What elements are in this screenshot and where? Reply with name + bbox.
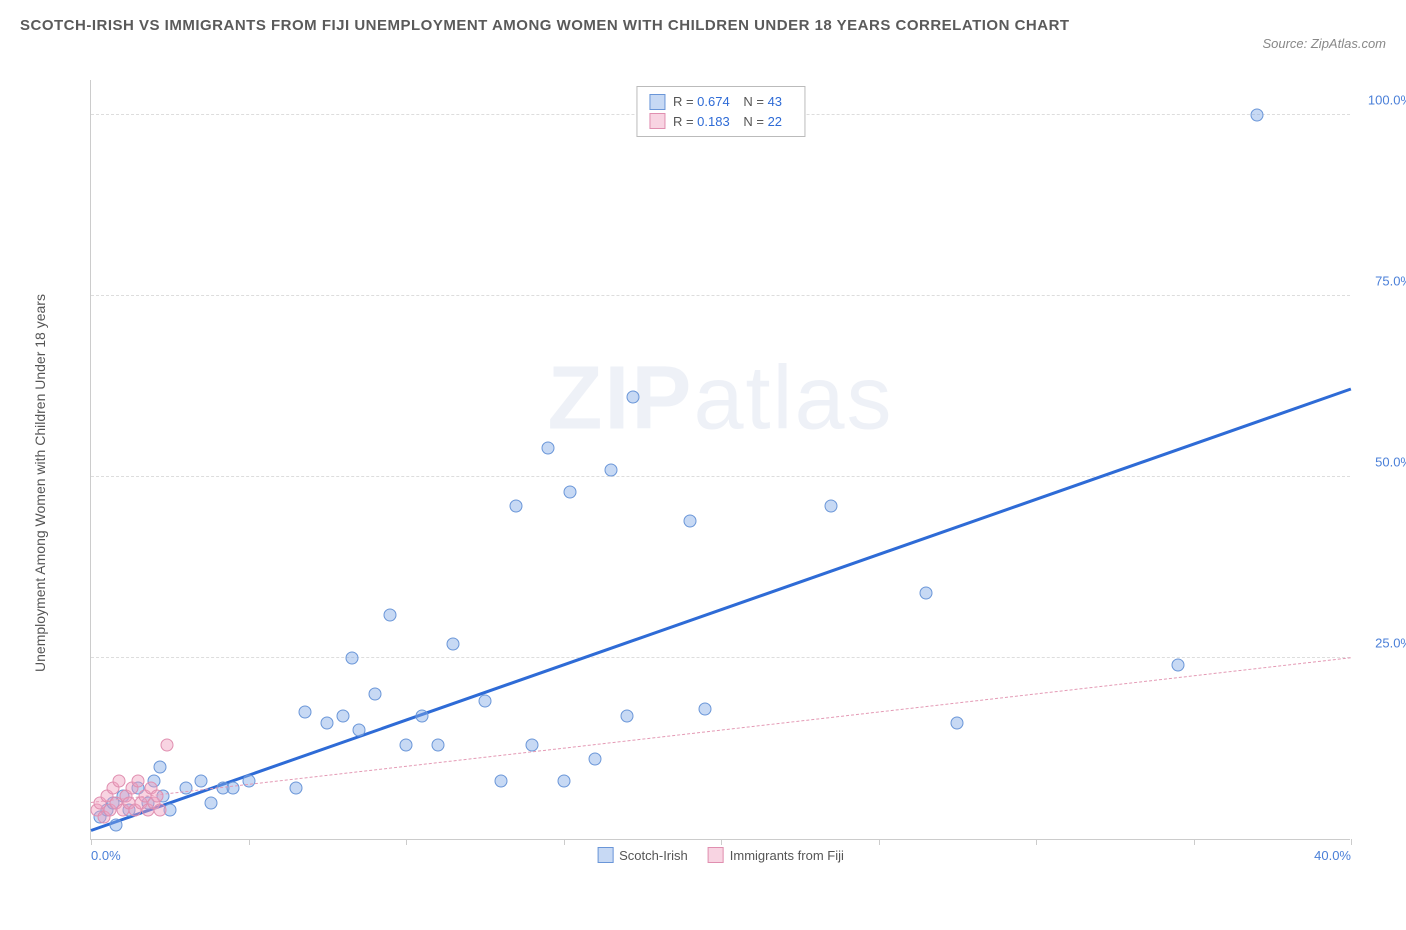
x-tick [1036,839,1037,845]
chart-area: Unemployment Among Women with Children U… [60,80,1380,870]
legend-swatch [597,847,613,863]
data-point [1171,659,1184,672]
gridline [91,657,1350,658]
gridline [91,476,1350,477]
data-point [226,782,239,795]
x-tick [721,839,722,845]
gridline [91,295,1350,296]
legend-series-item: Immigrants from Fiji [708,847,844,863]
data-point [289,782,302,795]
x-tick [879,839,880,845]
data-point [1250,109,1263,122]
x-tick [249,839,250,845]
data-point [620,709,633,722]
y-tick-label: 75.0% [1375,274,1406,289]
data-point [494,775,507,788]
y-tick-label: 100.0% [1368,93,1406,108]
data-point [563,485,576,498]
data-point [160,738,173,751]
legend-stats-row: R = 0.183 N = 22 [649,112,792,132]
trendline [91,387,1352,831]
data-point [346,652,359,665]
data-point [415,709,428,722]
data-point [368,688,381,701]
data-point [447,637,460,650]
x-tick [406,839,407,845]
data-point [151,789,164,802]
data-point [132,775,145,788]
data-point [478,695,491,708]
chart-title: SCOTCH-IRISH VS IMMIGRANTS FROM FIJI UNE… [20,14,1070,38]
data-point [204,796,217,809]
data-point [431,738,444,751]
legend-series-label: Scotch-Irish [619,848,688,863]
data-point [195,775,208,788]
data-point [154,760,167,773]
legend-swatch [708,847,724,863]
data-point [110,818,123,831]
data-point [541,442,554,455]
data-point [384,608,397,621]
data-point [683,514,696,527]
legend-swatch [649,113,665,129]
y-axis-label: Unemployment Among Women with Children U… [32,294,48,672]
data-point [299,706,312,719]
y-tick-label: 50.0% [1375,455,1406,470]
x-tick-label: 40.0% [1314,848,1351,863]
data-point [699,702,712,715]
source-label: Source: ZipAtlas.com [1262,36,1386,51]
watermark: ZIPatlas [547,347,893,450]
data-point [510,500,523,513]
x-tick [1194,839,1195,845]
data-point [919,586,932,599]
legend-swatch [649,94,665,110]
x-tick-label: 0.0% [91,848,121,863]
scatter-plot: ZIPatlas R = 0.674 N = 43R = 0.183 N = 2… [90,80,1350,840]
data-point [154,804,167,817]
watermark-zip: ZIP [547,348,693,448]
data-point [242,775,255,788]
legend-stats: R = 0.674 N = 43R = 0.183 N = 22 [636,86,805,137]
data-point [604,463,617,476]
legend-series: Scotch-Irish Immigrants from Fiji [597,847,844,863]
trendline [91,657,1351,803]
data-point [113,775,126,788]
x-tick [564,839,565,845]
y-tick-label: 25.0% [1375,636,1406,651]
x-tick [1351,839,1352,845]
data-point [825,500,838,513]
legend-stats-row: R = 0.674 N = 43 [649,92,792,112]
data-point [951,717,964,730]
legend-stats-text: R = 0.674 N = 43 [673,92,792,112]
legend-series-label: Immigrants from Fiji [730,848,844,863]
legend-series-item: Scotch-Irish [597,847,688,863]
data-point [557,775,570,788]
data-point [589,753,602,766]
data-point [626,391,639,404]
watermark-atlas: atlas [693,348,893,448]
data-point [526,738,539,751]
x-tick [91,839,92,845]
title-bar: SCOTCH-IRISH VS IMMIGRANTS FROM FIJI UNE… [0,0,1406,51]
data-point [321,717,334,730]
data-point [337,709,350,722]
data-point [352,724,365,737]
data-point [400,738,413,751]
data-point [179,782,192,795]
legend-stats-text: R = 0.183 N = 22 [673,112,792,132]
